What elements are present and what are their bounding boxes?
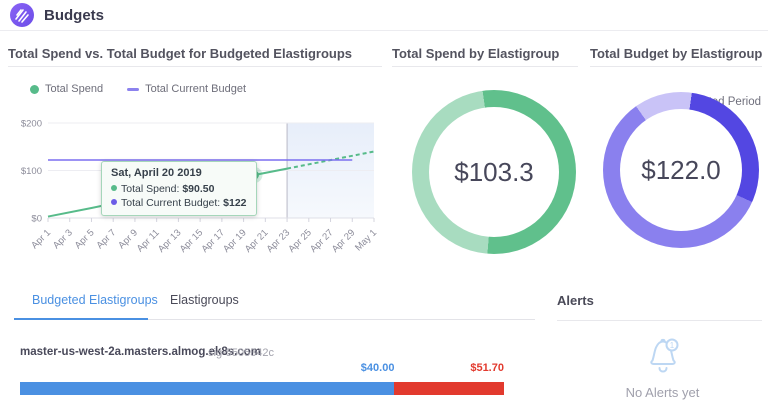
svg-text:Apr 25: Apr 25 (286, 227, 314, 255)
total-budget-donut-chart[interactable]: $122.0 (603, 92, 759, 248)
budget-donut-divider (590, 66, 762, 67)
total-budget-dash-icon (127, 87, 140, 91)
spend-amount-label: $51.70 (470, 362, 504, 374)
spend-vs-budget-title: Total Spend vs. Total Budget for Budgete… (8, 46, 353, 61)
spend-donut-divider (392, 66, 578, 67)
svg-text:1: 1 (669, 341, 674, 350)
no-alerts-bell-icon: 1 (557, 332, 768, 385)
tab-budgeted-elastigroups[interactable]: Budgeted Elastigroups (32, 293, 158, 307)
alerts-divider (557, 320, 762, 321)
tooltip-row-spend: Total Spend: $90.50 (111, 182, 247, 196)
legend-item-total-spend[interactable]: Total Spend (30, 83, 103, 95)
legend-label: Total Current Budget (145, 83, 246, 95)
svg-text:Apr 21: Apr 21 (243, 227, 271, 255)
svg-text:Apr 5: Apr 5 (73, 227, 97, 251)
logo-glyph (15, 9, 29, 23)
spotinst-logo-icon[interactable] (10, 3, 34, 27)
page-title: Budgets (44, 6, 104, 24)
tooltip-value: $122 (223, 197, 247, 210)
tab-underline (148, 319, 535, 320)
over-budget-segment (394, 382, 504, 395)
total-spend-dot-icon (30, 84, 39, 94)
donut-center: $103.3 (429, 107, 559, 237)
svg-text:$0: $0 (31, 214, 42, 225)
total-budget-value: $122.0 (641, 154, 721, 185)
chart-legend: Total Spend Total Current Budget (30, 83, 270, 95)
budget-usage-bar (20, 382, 504, 395)
svg-text:May 1: May 1 (353, 227, 379, 253)
tooltip-label: Total Current Budget: (121, 197, 221, 210)
tooltip-value: $90.50 (182, 182, 215, 195)
budget-amount-label: $40.00 (360, 362, 395, 374)
total-spend-donut-title: Total Spend by Elastigroup (392, 46, 560, 61)
budget-bar-labels: $40.00 $51.70 (20, 362, 504, 374)
elastigroup-sig-id: sig-5505342c (208, 347, 275, 359)
elastigroup-name: master-us-west-2a.masters.almog.ek8s.com (20, 346, 261, 358)
active-tab-underline (14, 318, 148, 320)
svg-text:Apr 17: Apr 17 (199, 227, 227, 255)
tab-elastigroups[interactable]: Elastigroups (170, 293, 239, 307)
svg-text:Apr 13: Apr 13 (156, 227, 184, 255)
svg-text:Apr 23: Apr 23 (265, 227, 293, 255)
within-budget-segment (20, 382, 395, 395)
tooltip-row-budget: Total Current Budget: $122 (111, 196, 247, 210)
total-spend-value: $103.3 (454, 156, 534, 187)
svg-text:Apr 15: Apr 15 (178, 227, 206, 255)
total-budget-donut-title: Total Budget by Elastigroup (590, 46, 763, 61)
legend-label: Total Spend (45, 83, 104, 95)
app-header: Budgets (0, 0, 768, 31)
svg-text:Apr 7: Apr 7 (94, 227, 118, 251)
svg-text:$100: $100 (21, 166, 42, 177)
total-spend-donut-chart[interactable]: $103.3 (412, 90, 576, 254)
tooltip-label: Total Spend: (121, 182, 180, 195)
no-alerts-text: No Alerts yet (625, 385, 700, 400)
svg-text:Apr 19: Apr 19 (221, 227, 249, 255)
svg-text:Apr 1: Apr 1 (29, 227, 53, 251)
donut-center: $122.0 (620, 109, 742, 231)
chart-tooltip: Sat, April 20 2019 Total Spend: $90.50 T… (101, 161, 257, 217)
tooltip-date: Sat, April 20 2019 (111, 167, 202, 179)
svg-text:Apr 27: Apr 27 (308, 227, 336, 255)
chart-title-divider (8, 66, 382, 67)
svg-text:$200: $200 (21, 119, 42, 130)
green-bullet-icon (111, 184, 117, 191)
legend-item-total-current-budget[interactable]: Total Current Budget (127, 83, 246, 95)
alerts-title: Alerts (557, 293, 594, 308)
svg-text:Apr 3: Apr 3 (51, 227, 75, 251)
svg-text:Apr 29: Apr 29 (330, 227, 358, 255)
purple-bullet-icon (111, 199, 117, 206)
svg-text:Apr 11: Apr 11 (135, 227, 162, 254)
